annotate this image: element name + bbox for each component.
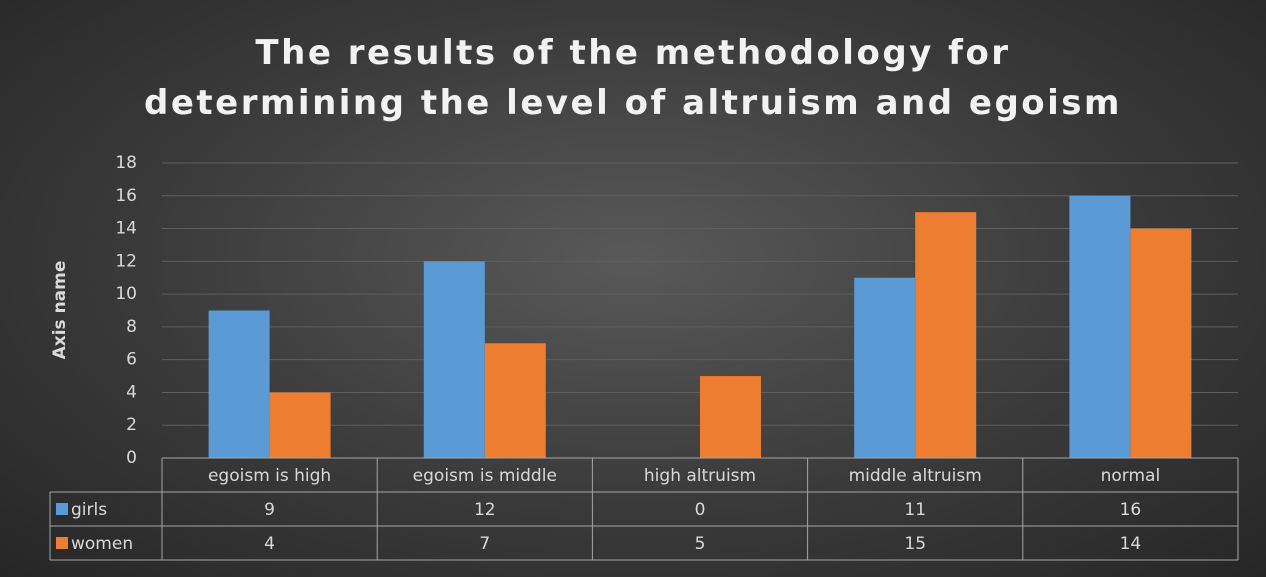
y-axis-label: Axis name [50, 261, 70, 360]
bar [915, 212, 977, 458]
table-value: 11 [904, 500, 926, 520]
y-tick-label: 0 [126, 448, 137, 468]
legend-swatch [56, 503, 68, 515]
table-value: 4 [264, 534, 275, 554]
table-value: 7 [479, 534, 490, 554]
table-value: 0 [695, 500, 706, 520]
y-tick-label: 4 [126, 382, 137, 402]
y-tick-label: 18 [115, 153, 137, 173]
x-tick-label: high altruism [644, 466, 756, 486]
x-tick-label: egoism is high [208, 466, 331, 486]
bar [208, 310, 270, 458]
table-value: 15 [904, 534, 926, 554]
bar [1130, 228, 1192, 458]
bar [854, 277, 916, 458]
y-tick-label: 2 [126, 415, 137, 435]
table-value: 12 [474, 500, 496, 520]
y-tick-label: 14 [115, 219, 137, 239]
table-value: 9 [264, 500, 275, 520]
bar [1069, 195, 1131, 458]
y-tick-label: 12 [115, 251, 137, 271]
bar [484, 343, 546, 458]
bar [423, 261, 485, 458]
x-tick-label: egoism is middle [413, 466, 557, 486]
bar [269, 392, 331, 458]
table-value: 16 [1120, 500, 1142, 520]
legend-label: women [71, 534, 133, 554]
chart-title: The results of the methodology for deter… [144, 33, 1122, 123]
legend-swatch [56, 537, 68, 549]
legend-label: girls [71, 500, 107, 520]
x-tick-label: middle altruism [849, 466, 982, 486]
x-tick-label: normal [1101, 466, 1161, 486]
table-value: 5 [695, 534, 706, 554]
y-tick-label: 8 [126, 317, 137, 337]
y-tick-label: 16 [115, 186, 137, 206]
y-tick-label: 6 [126, 350, 137, 370]
table-value: 14 [1120, 534, 1142, 554]
bar [700, 376, 761, 458]
y-tick-label: 10 [115, 284, 137, 304]
